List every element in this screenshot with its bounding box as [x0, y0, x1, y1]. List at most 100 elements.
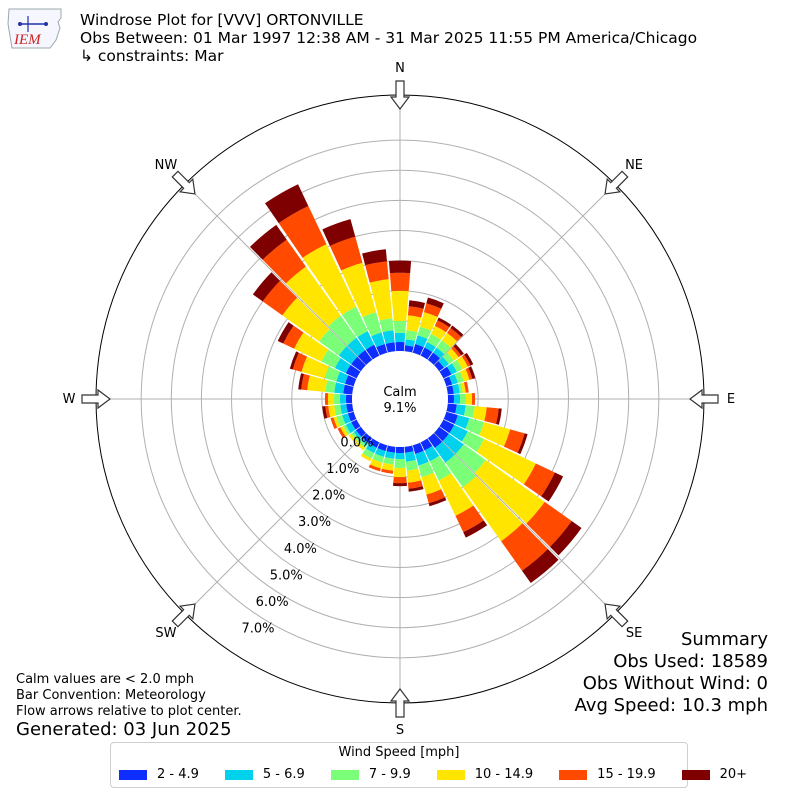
wind-bar-310-bin-4 — [262, 280, 298, 316]
wind-bar-340-bin-0 — [376, 344, 388, 356]
wind-bar-180-bin-0 — [395, 446, 405, 454]
wind-bar-80-bin-4 — [463, 381, 469, 393]
wind-bar-350-bin-1 — [382, 330, 395, 344]
wind-bar-290-bin-2 — [324, 366, 340, 382]
grid-spoke — [184, 183, 367, 366]
wind-bar-180-bin-5 — [393, 482, 407, 487]
wind-bar-260-bin-4 — [325, 405, 331, 418]
legend-item: 5 - 6.9 — [224, 767, 305, 782]
wind-bar-30-bin-3 — [430, 325, 447, 340]
wind-bar-10-bin-2 — [405, 330, 418, 341]
arrow-s — [389, 688, 411, 718]
wind-bar-320-bin-1 — [347, 337, 366, 357]
wind-bar-30-bin-0 — [420, 347, 433, 360]
wind-bar-190-bin-4 — [381, 468, 394, 474]
wind-bar-160-bin-4 — [426, 489, 446, 504]
wind-bar-90-bin-0 — [447, 394, 455, 404]
wind-bar-80-bin-1 — [452, 383, 460, 394]
wind-bar-20-bin-1 — [415, 335, 428, 348]
legend-swatch — [119, 769, 147, 780]
wind-bar-140-bin-1 — [434, 441, 455, 463]
wind-bar-230-bin-1 — [353, 430, 362, 440]
wind-bar-60-bin-5 — [464, 352, 474, 366]
wind-bar-190-bin-2 — [383, 457, 395, 465]
wind-bar-280-bin-3 — [307, 375, 328, 392]
wind-bar-180-bin-1 — [395, 452, 405, 460]
calm-label: Calm — [383, 385, 416, 400]
wind-bar-240-bin-2 — [343, 424, 351, 435]
wind-bar-70-bin-1 — [449, 374, 458, 385]
wind-bar-170-bin-1 — [405, 451, 416, 462]
wind-bar-160-bin-2 — [418, 461, 434, 478]
wind-bar-70-bin-3 — [460, 368, 470, 382]
wind-bar-70-bin-0 — [443, 376, 453, 387]
wind-bar-140-bin-3 — [462, 476, 523, 542]
arrow-se — [604, 603, 629, 628]
wind-bar-310-bin-5 — [252, 272, 281, 302]
wind-bar-290-bin-3 — [301, 356, 329, 379]
wind-bar-250-bin-2 — [336, 414, 346, 427]
wind-bar-20-bin-2 — [417, 326, 432, 339]
wind-bar-250-bin-0 — [347, 411, 357, 422]
wind-bar-350-bin-0 — [385, 342, 396, 353]
legend-title: Wind Speed [mph] — [338, 745, 460, 760]
wind-bar-110-bin-5 — [517, 433, 528, 455]
wind-bar-100-bin-0 — [446, 403, 457, 414]
wind-bar-320-bin-3 — [285, 266, 341, 327]
summary-obs-used: Obs Used: 18589 — [613, 651, 768, 672]
wind-bar-190-bin-0 — [386, 445, 396, 453]
wind-bar-10-bin-5 — [408, 300, 426, 309]
wind-bar-240-bin-0 — [351, 419, 361, 430]
wind-bar-210-bin-3 — [360, 453, 372, 462]
direction-label-nw: NW — [155, 158, 178, 173]
direction-label-sw: SW — [155, 626, 176, 641]
wind-bar-220-bin-2 — [357, 439, 367, 448]
wind-bar-10-bin-4 — [407, 306, 424, 318]
wind-bar-0-bin-5 — [388, 260, 412, 274]
radial-tick-label: 6.0% — [256, 595, 289, 610]
arrow-n — [389, 80, 411, 110]
grid-spoke — [433, 183, 616, 366]
arrow-e — [689, 388, 719, 410]
wind-bar-270-bin-4 — [324, 392, 329, 406]
grid-spoke — [433, 432, 616, 615]
wind-bar-50-bin-0 — [434, 361, 445, 372]
wind-bar-260-bin-2 — [334, 404, 342, 416]
wind-bar-160-bin-0 — [412, 442, 424, 454]
wind-bar-70-bin-2 — [454, 371, 464, 384]
legend-swatch — [330, 769, 359, 780]
wind-bar-340-bin-4 — [329, 236, 363, 271]
wind-bar-10-bin-1 — [405, 339, 416, 347]
wind-bar-180-bin-4 — [393, 476, 407, 484]
wind-bar-290-bin-5 — [289, 351, 299, 370]
wind-bar-120-bin-2 — [461, 431, 485, 452]
wind-bar-350-bin-2 — [379, 318, 394, 333]
wind-bar-270-bin-0 — [345, 394, 353, 404]
wind-bar-230-bin-3 — [348, 433, 358, 444]
wind-bar-180-bin-3 — [393, 467, 407, 478]
wind-bar-290-bin-1 — [336, 371, 349, 384]
wind-bar-290-bin-0 — [345, 375, 357, 387]
radial-tick-label: 3.0% — [298, 515, 331, 530]
wind-bar-330-bin-0 — [365, 344, 380, 360]
wind-bar-310-bin-2 — [319, 329, 347, 356]
wind-bar-130-bin-5 — [549, 521, 582, 556]
legend-label: 20+ — [719, 767, 748, 782]
calm-note: Calm values are < 2.0 mph — [16, 672, 195, 687]
wind-bar-210-bin-0 — [369, 438, 380, 448]
wind-bar-320-bin-5 — [249, 224, 287, 260]
wind-bar-110-bin-0 — [443, 411, 458, 424]
wind-bar-50-bin-5 — [453, 344, 464, 356]
wind-bar-90-bin-1 — [453, 394, 461, 404]
wind-bar-20-bin-5 — [426, 297, 444, 309]
legend-item: 2 - 4.9 — [119, 767, 199, 782]
legend-swatch — [224, 769, 253, 780]
radial-tick-label: 2.0% — [312, 489, 345, 504]
wind-bar-150-bin-3 — [438, 473, 474, 516]
calm-disk — [352, 351, 448, 447]
wind-bar-230-bin-2 — [351, 432, 360, 442]
direction-label-e: E — [727, 392, 735, 407]
wind-bar-150-bin-2 — [429, 455, 452, 481]
wind-bar-170-bin-0 — [404, 445, 414, 453]
wind-bar-270-bin-2 — [333, 393, 341, 405]
